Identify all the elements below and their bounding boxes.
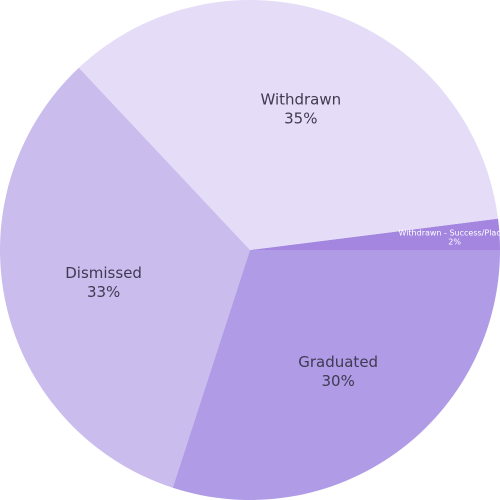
pie-chart: Withdrawn - Success/Placed 2%Withdrawn 35%… [0, 0, 500, 500]
pie-slices [0, 0, 500, 500]
